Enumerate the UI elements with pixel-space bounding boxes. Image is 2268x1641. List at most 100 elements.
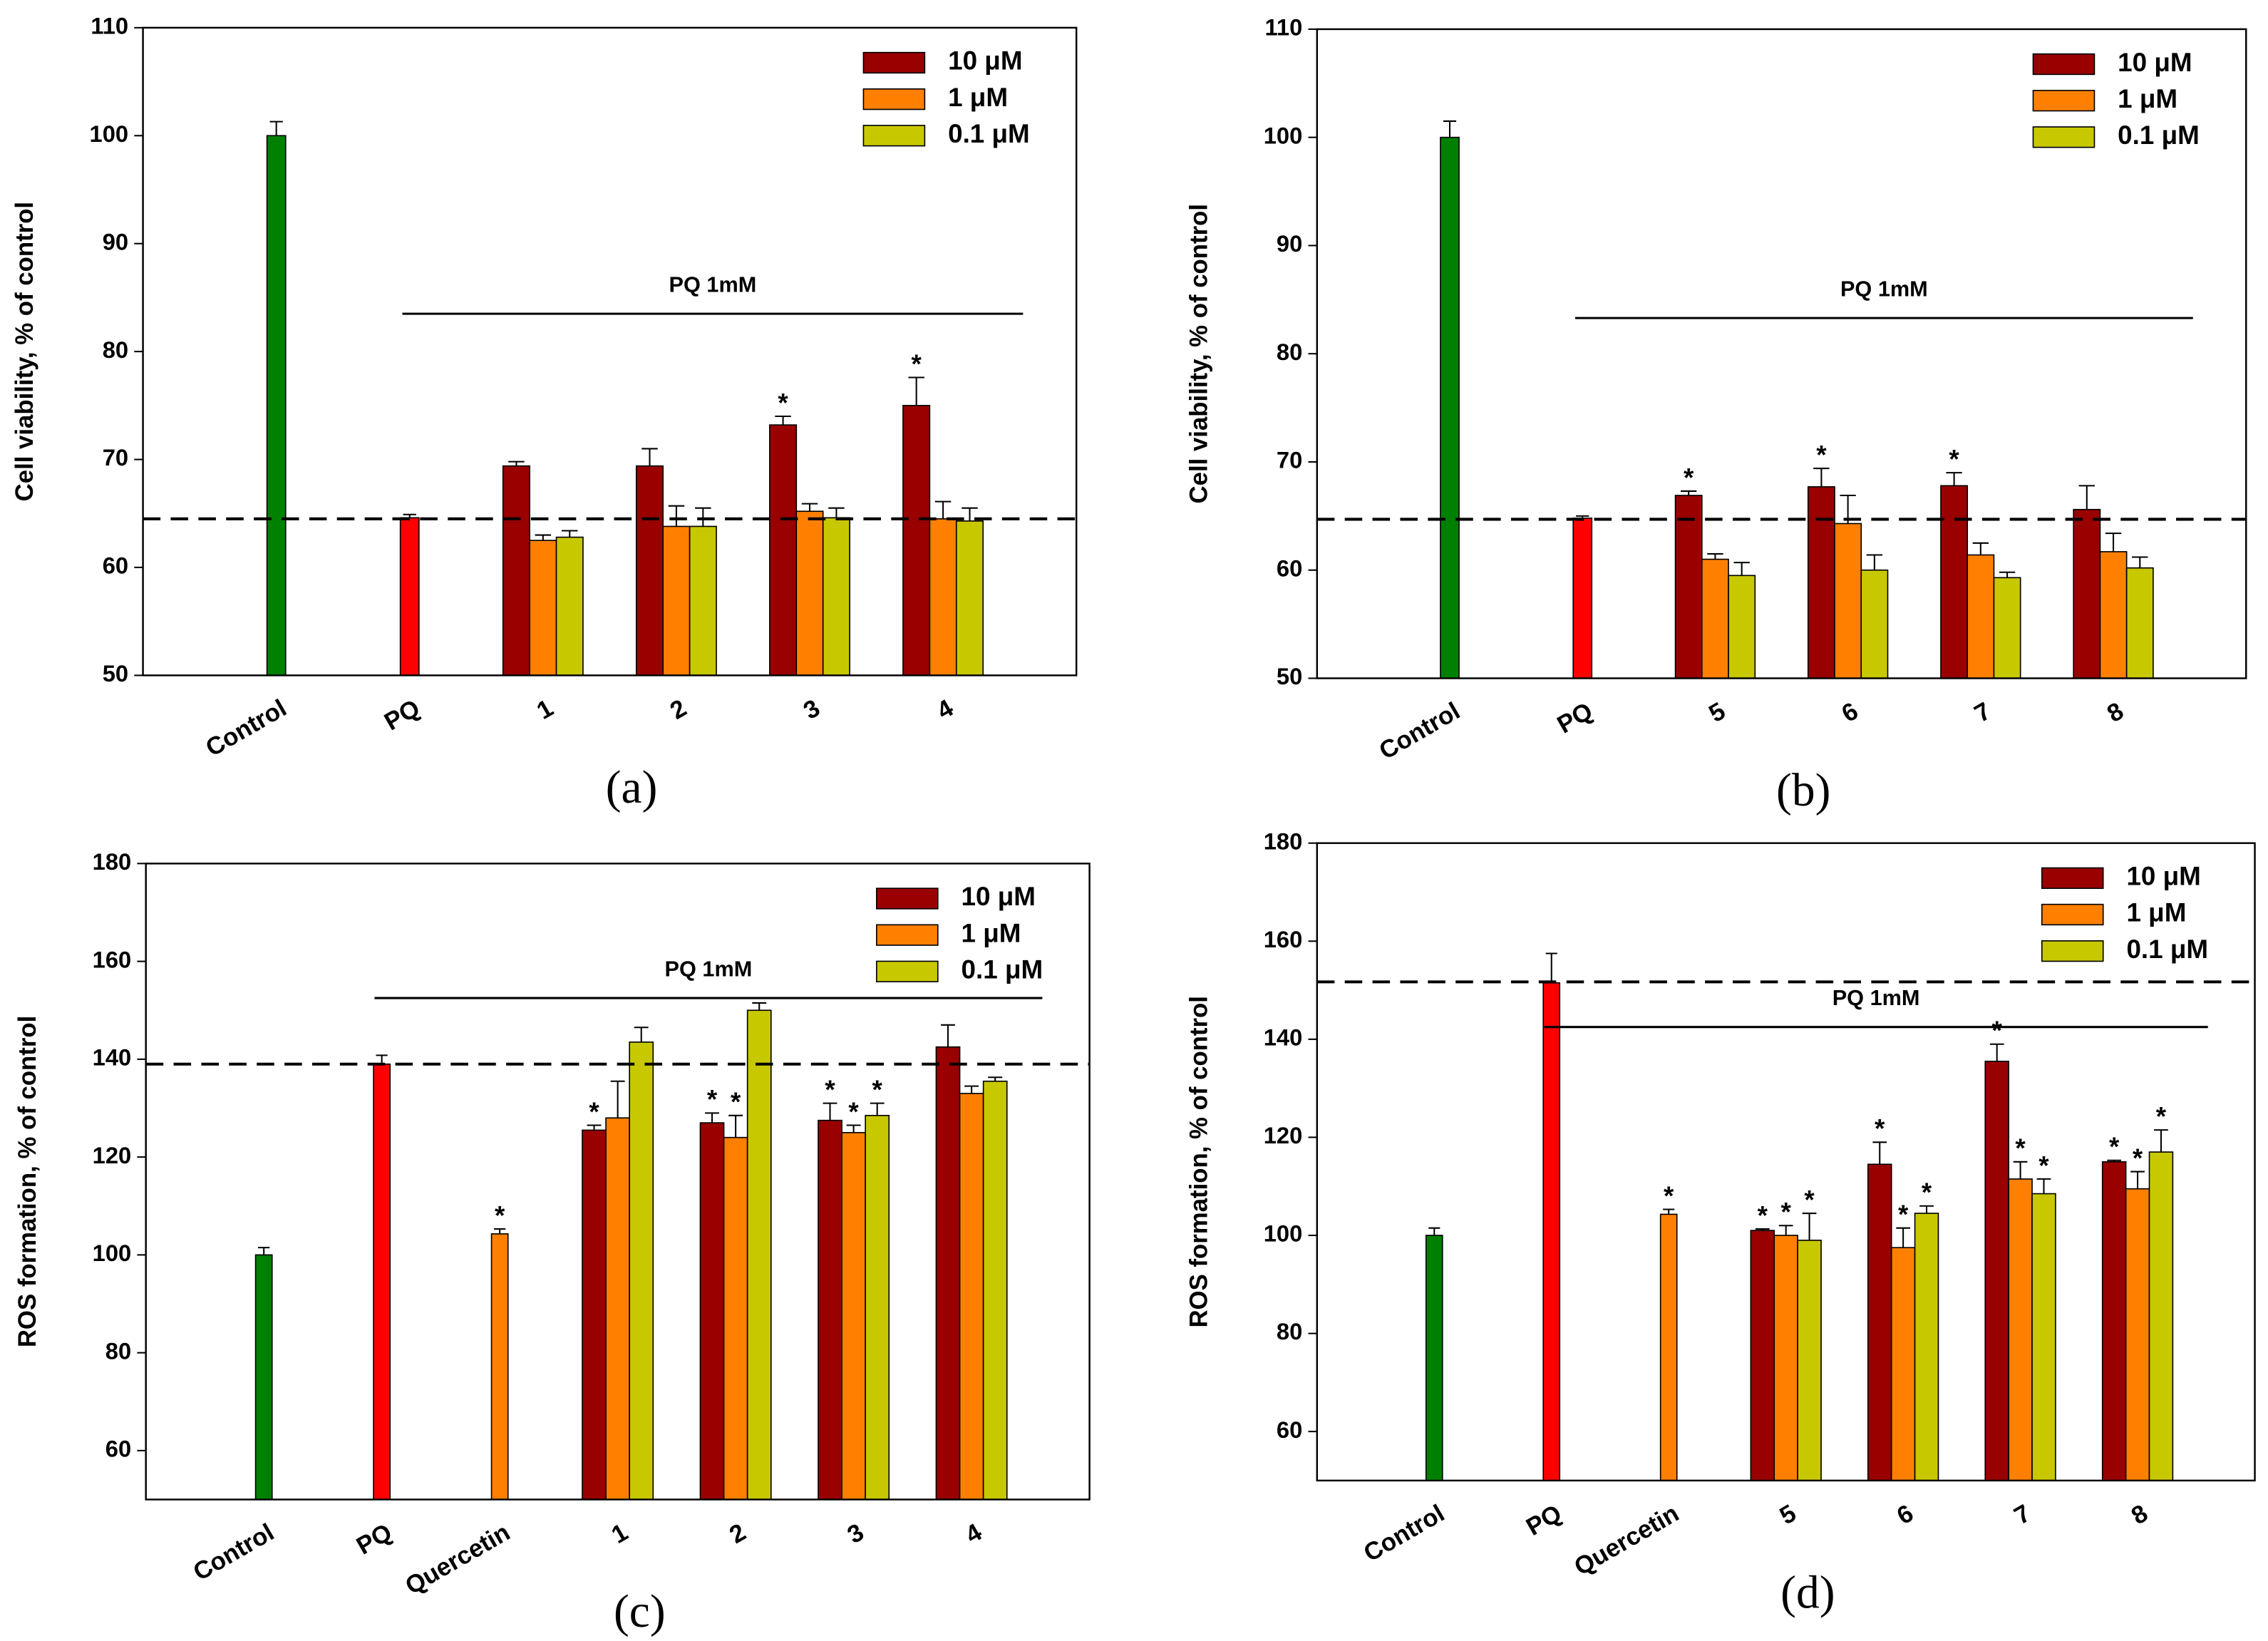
error-bar (775, 415, 791, 426)
y-tick-label: 90 (103, 228, 128, 254)
error-bar (695, 507, 711, 527)
y-tick-label: 80 (1277, 339, 1302, 365)
panel: 60 80 100 120 140 160 180 ROS formation, % of c… (1185, 828, 2256, 1619)
bar (822, 517, 850, 677)
bar (1993, 577, 2021, 679)
bar (1542, 982, 1561, 1481)
error-bar (1946, 472, 1962, 486)
significance-star: * (1804, 1185, 1815, 1214)
bar (399, 517, 420, 677)
legend-swatch (2041, 903, 2104, 926)
y-tick-label: 50 (1277, 663, 1302, 689)
bar (2125, 1188, 2150, 1481)
error-bar (1545, 952, 1557, 983)
bar (902, 405, 931, 677)
x-tick-label: Quercetin (401, 1519, 515, 1600)
error-bar (562, 530, 578, 537)
bar (2073, 508, 2101, 679)
y-tick-label: 110 (91, 13, 128, 39)
error-bar (1755, 1228, 1770, 1231)
bar (1940, 485, 1969, 679)
y-tick-label: 80 (103, 336, 128, 363)
bar (1984, 1060, 2009, 1481)
panel: 50 60 70 80 90 100 110 Cell viability, % of con… (1185, 14, 2247, 816)
error-bar (1733, 562, 1750, 576)
error-bar (2036, 1178, 2051, 1194)
error-bar (1802, 1213, 1817, 1240)
legend-label: 10 μM (962, 882, 1036, 911)
significance-star: * (912, 349, 922, 379)
error-bar (870, 1102, 885, 1116)
plot-frame (145, 863, 1091, 1501)
y-tick-label: 70 (103, 444, 128, 470)
bar (2148, 1151, 2174, 1481)
bar (373, 1063, 391, 1501)
error-bar (1813, 468, 1830, 487)
significance-star: * (1780, 1198, 1791, 1227)
error-bar (1778, 1225, 1793, 1235)
bar (1425, 1235, 1443, 1481)
legend-swatch (2032, 53, 2096, 76)
x-tick-label: 7 (1970, 697, 1996, 728)
significance-star: * (1949, 445, 1959, 474)
legend-swatch (2041, 940, 2104, 962)
legend-label: 1 μM (2118, 84, 2177, 113)
y-axis-label: ROS formation, % of control (1185, 996, 1212, 1327)
legend-swatch (2032, 90, 2096, 112)
legend-swatch (876, 888, 939, 910)
significance-star: * (2133, 1143, 2143, 1173)
y-tick-label: 60 (1277, 1416, 1302, 1443)
bar (723, 1136, 748, 1501)
error-bar (705, 1112, 719, 1123)
y-tick-label: 60 (1277, 555, 1302, 581)
bracket-label: PQ 1mM (665, 956, 753, 981)
y-tick-label: 160 (93, 946, 132, 972)
error-bar (535, 534, 552, 541)
bar (1728, 575, 1756, 679)
significance-star: * (495, 1200, 505, 1230)
caption: (c) (614, 1586, 666, 1637)
x-tick-label: PQ (1522, 1500, 1567, 1541)
significance-star: * (2038, 1151, 2049, 1180)
legend-swatch (862, 125, 926, 147)
bracket-label: PQ 1mM (669, 272, 757, 297)
legend-label: 1 μM (2126, 898, 2186, 927)
plot-frame (1316, 28, 2247, 679)
error-bar (801, 503, 818, 512)
legend-label: 10 μM (2118, 48, 2192, 77)
bar (818, 1119, 842, 1501)
x-tick-label: 2 (666, 694, 691, 725)
x-tick-label: PQ (380, 694, 425, 736)
error-bar (1919, 1205, 1934, 1214)
error-bar (728, 1114, 743, 1138)
error-bar (752, 1002, 767, 1011)
error-bar (587, 1124, 602, 1131)
x-tick-label: Control (202, 694, 292, 762)
bar (635, 465, 664, 677)
bar (935, 1046, 961, 1501)
bar (689, 525, 717, 677)
y-tick-label: 70 (1277, 447, 1302, 473)
significance-star: * (589, 1097, 599, 1126)
bar (1890, 1247, 1916, 1481)
error-bar (2132, 556, 2148, 568)
bar (1967, 554, 1995, 679)
y-tick-label: 100 (1264, 122, 1303, 148)
bar (2008, 1178, 2033, 1481)
bar (1773, 1235, 1798, 1481)
x-tick-label: PQ (352, 1519, 397, 1560)
x-tick-label: 7 (2010, 1500, 2036, 1531)
x-tick-label: 8 (2103, 697, 2128, 728)
bar (1572, 518, 1593, 679)
legend-label: 1 μM (948, 83, 1008, 112)
error-bar (1872, 1141, 1887, 1165)
bar (490, 1233, 509, 1501)
significance-star: * (1898, 1200, 1909, 1229)
bar (959, 1093, 984, 1501)
legend-swatch (862, 88, 926, 110)
error-bar (2078, 485, 2095, 510)
error-bar (962, 507, 978, 521)
caption: (a) (606, 762, 658, 813)
significance-star: * (848, 1097, 859, 1126)
